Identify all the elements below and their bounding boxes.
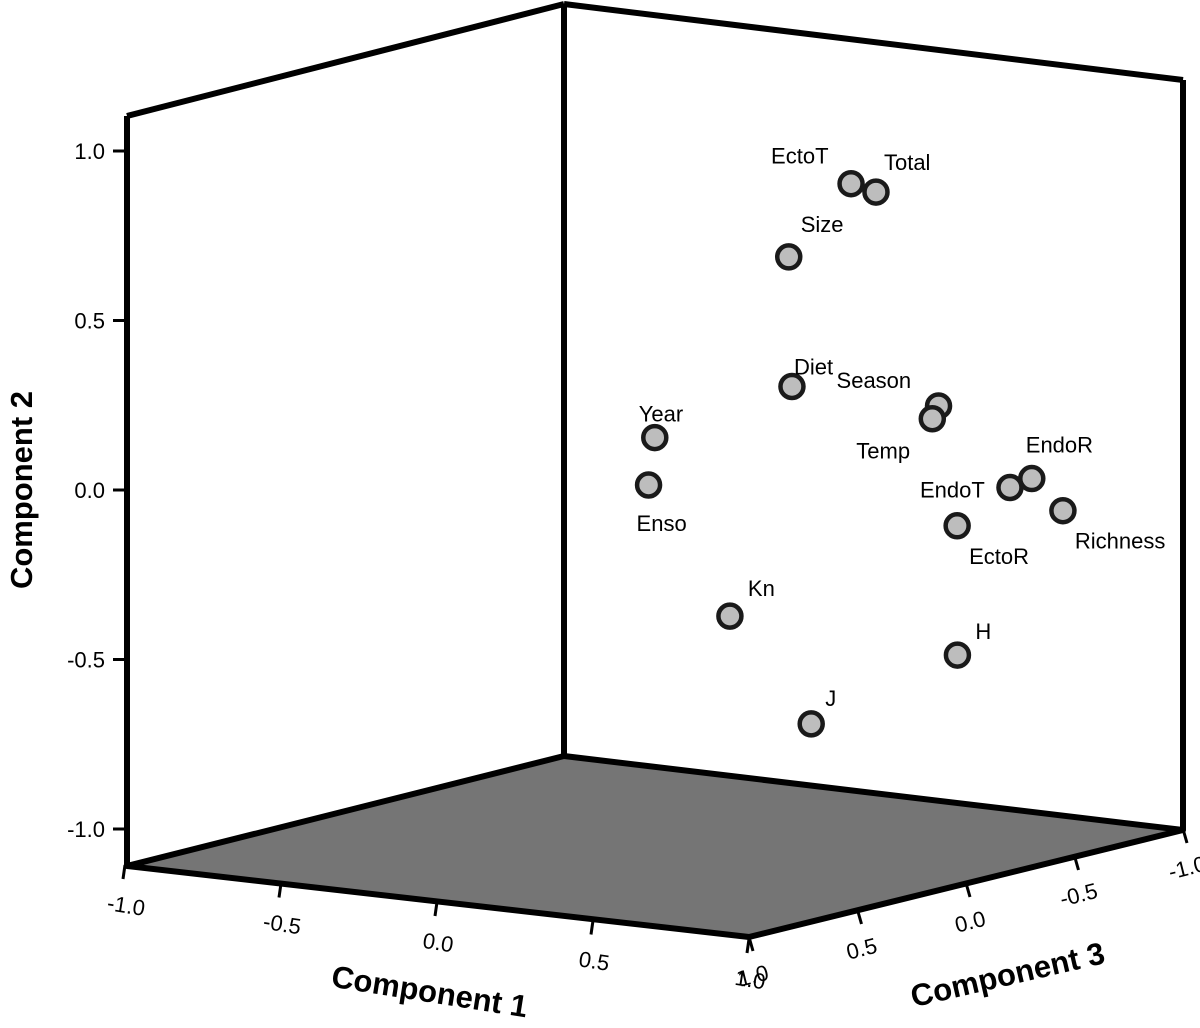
x-axis-ticks: -1.0 -0.5 0.0 0.5 1.0 bbox=[105, 864, 767, 994]
point-endor bbox=[1018, 464, 1046, 493]
point-endot bbox=[996, 473, 1024, 502]
point-h bbox=[943, 641, 972, 669]
point-label-season: Season bbox=[837, 368, 912, 393]
point-total bbox=[862, 178, 890, 206]
z-tick-label: -0.5 bbox=[1057, 878, 1100, 911]
z-tick-mark bbox=[856, 909, 863, 925]
x-tick-label: 0.0 bbox=[421, 928, 455, 957]
point-label-diet: Diet bbox=[794, 355, 833, 380]
point-label-h: H bbox=[975, 619, 991, 644]
point-label-j: J bbox=[825, 686, 836, 711]
x-tick-mark bbox=[745, 938, 751, 954]
y-axis-title: Component 2 bbox=[4, 391, 39, 589]
x-tick-label: -0.5 bbox=[261, 909, 302, 940]
point-label-endor: EndoR bbox=[1026, 433, 1093, 458]
z-tick-mark bbox=[1181, 828, 1189, 844]
x-tick-label: 1.0 bbox=[733, 965, 767, 994]
x-tick-mark bbox=[433, 901, 439, 917]
y-tick-label: 1.0 bbox=[74, 139, 105, 164]
y-tick-label: 0.5 bbox=[74, 309, 105, 334]
z-tick-mark bbox=[964, 882, 972, 898]
point-label-ector: EctoR bbox=[969, 544, 1029, 569]
point-label-endot: EndoT bbox=[920, 478, 985, 503]
point-label-enso: Enso bbox=[637, 511, 687, 536]
point-label-size: Size bbox=[801, 212, 844, 237]
back-right-top-edge bbox=[563, 1, 1184, 83]
z-tick-label: -1.0 bbox=[1166, 851, 1200, 884]
point-kn bbox=[716, 602, 744, 630]
point-size bbox=[774, 243, 803, 271]
x-axis-title: Component 1 bbox=[329, 959, 530, 1025]
x-tick-mark bbox=[277, 883, 283, 898]
x-tick-mark bbox=[121, 864, 127, 880]
point-ector bbox=[943, 512, 971, 540]
z-tick-mark bbox=[1073, 855, 1080, 871]
point-diet bbox=[778, 372, 806, 401]
z-tick-mark bbox=[747, 936, 755, 952]
point-richness bbox=[1049, 496, 1077, 525]
z-axis-title: Component 3 bbox=[907, 935, 1108, 1014]
point-temp bbox=[918, 404, 947, 433]
point-ectot bbox=[837, 169, 865, 198]
point-label-year: Year bbox=[639, 402, 683, 427]
y-tick-label: -1.0 bbox=[67, 817, 105, 842]
point-label-temp: Temp bbox=[856, 439, 910, 464]
point-year bbox=[641, 423, 669, 452]
data-points bbox=[634, 169, 1077, 738]
y-tick-label: 0.0 bbox=[74, 478, 105, 503]
x-tick-label: -1.0 bbox=[105, 890, 146, 921]
x-tick-label: 0.5 bbox=[577, 946, 611, 975]
y-tick-label: -0.5 bbox=[67, 648, 105, 673]
point-j bbox=[797, 710, 825, 738]
point-label-total: Total bbox=[884, 150, 930, 175]
point-enso bbox=[634, 471, 663, 499]
back-left-top-edge bbox=[126, 1, 565, 119]
z-tick-label: 0.5 bbox=[844, 933, 880, 965]
z-tick-label: 0.0 bbox=[952, 906, 988, 938]
floor-plane bbox=[124, 753, 1186, 940]
point-label-richness: Richness bbox=[1075, 529, 1165, 554]
point-label-kn: Kn bbox=[748, 576, 775, 601]
point-label-ectot: EctoT bbox=[771, 144, 828, 169]
x-tick-mark bbox=[589, 920, 595, 935]
y-axis-ticks: 1.0 0.5 0.0 -0.5 -1.0 bbox=[67, 139, 127, 842]
